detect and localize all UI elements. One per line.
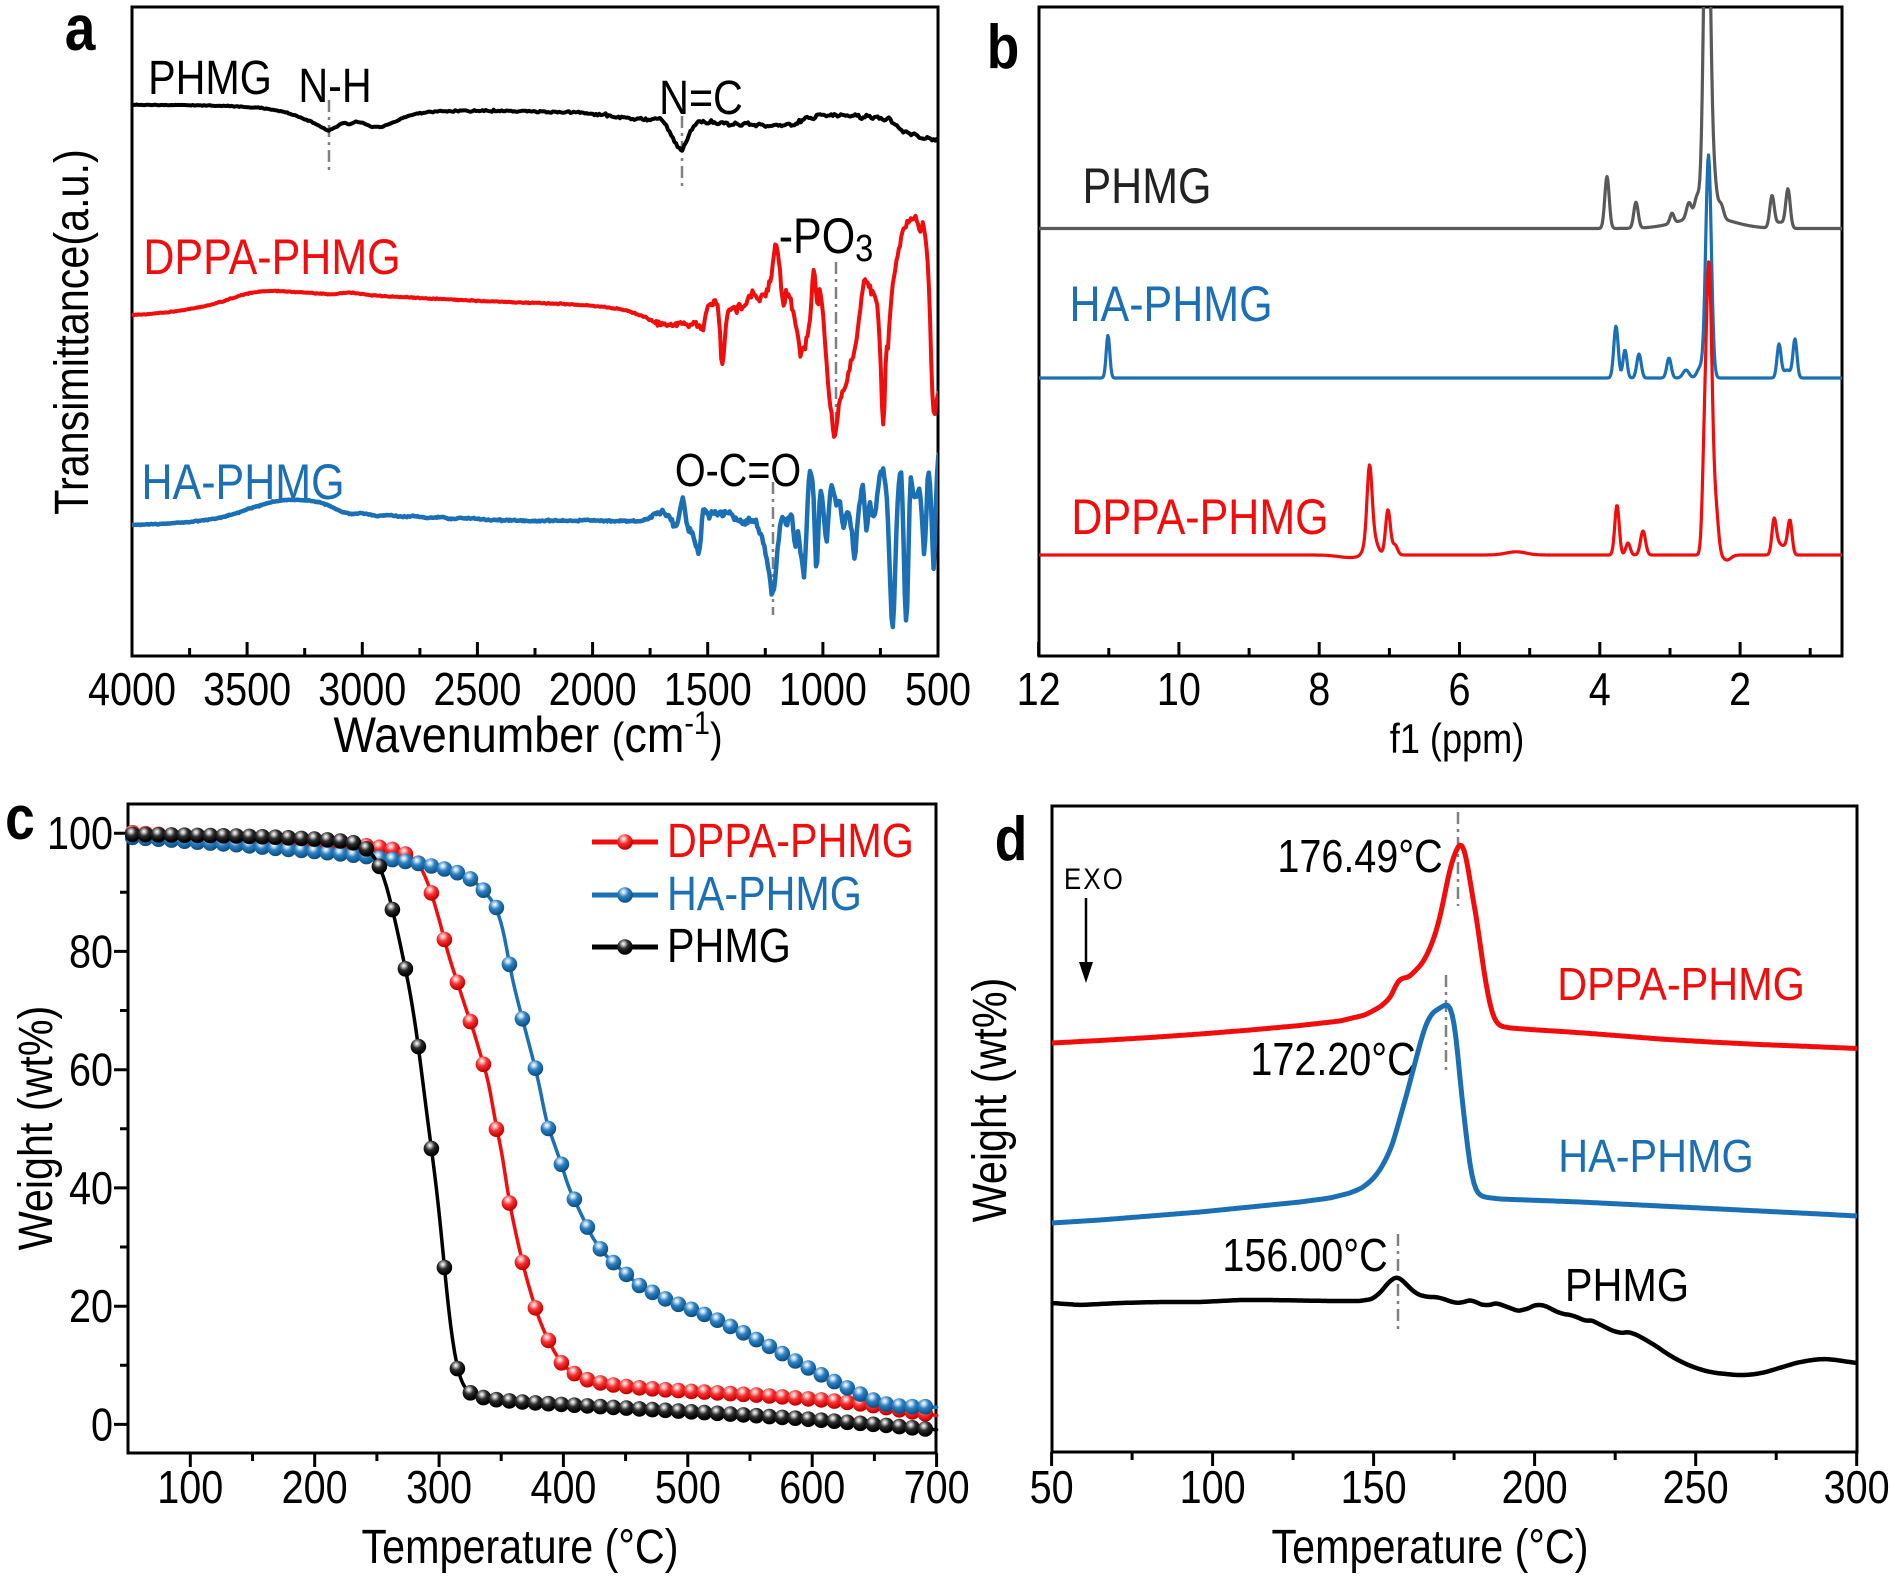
- svg-text:4: 4: [1589, 664, 1611, 715]
- svg-text:a: a: [65, 0, 96, 64]
- svg-text:O-C=O: O-C=O: [675, 445, 801, 496]
- svg-text:PHMG: PHMG: [1565, 1260, 1689, 1312]
- svg-text:Temperature (°C): Temperature (°C): [362, 1520, 679, 1574]
- svg-text:8: 8: [1308, 664, 1330, 715]
- svg-text:3000: 3000: [318, 664, 406, 715]
- svg-text:1500: 1500: [664, 664, 752, 715]
- svg-text:2000: 2000: [549, 664, 637, 715]
- svg-text:HA-PHMG: HA-PHMG: [1558, 1131, 1753, 1183]
- svg-text:300: 300: [1824, 1462, 1890, 1513]
- svg-text:Weight (wt%): Weight (wt%): [963, 978, 1017, 1223]
- svg-text:PHMG: PHMG: [1083, 158, 1212, 214]
- svg-text:400: 400: [530, 1462, 596, 1513]
- svg-text:DPPA-PHMG: DPPA-PHMG: [1557, 959, 1805, 1011]
- svg-text:N=C: N=C: [659, 71, 743, 125]
- svg-text:172.20°C: 172.20°C: [1250, 1034, 1415, 1085]
- svg-text:4000: 4000: [88, 664, 176, 715]
- svg-text:156.00°C: 156.00°C: [1222, 1230, 1387, 1281]
- svg-text:f1 (ppm): f1 (ppm): [1390, 717, 1524, 763]
- svg-text:100: 100: [1180, 1462, 1246, 1513]
- svg-text:6: 6: [1448, 664, 1470, 715]
- svg-text:150: 150: [1341, 1462, 1407, 1513]
- svg-text:DPPA-PHMG: DPPA-PHMG: [667, 814, 914, 868]
- svg-text:HA-PHMG: HA-PHMG: [667, 867, 862, 921]
- svg-text:20: 20: [69, 1281, 113, 1332]
- svg-text:300: 300: [406, 1462, 472, 1513]
- svg-text:250: 250: [1663, 1462, 1729, 1513]
- svg-text:12: 12: [1017, 664, 1061, 715]
- svg-text:DPPA-PHMG: DPPA-PHMG: [143, 229, 400, 285]
- svg-text:EXO: EXO: [1064, 862, 1125, 895]
- svg-text:Transimittance(a.u.): Transimittance(a.u.): [45, 149, 99, 514]
- svg-text:700: 700: [904, 1462, 970, 1513]
- svg-text:100: 100: [47, 808, 113, 859]
- svg-text:1000: 1000: [779, 664, 867, 715]
- svg-text:DPPA-PHMG: DPPA-PHMG: [1071, 489, 1328, 545]
- svg-text:3500: 3500: [203, 664, 291, 715]
- svg-text:60: 60: [69, 1045, 113, 1096]
- svg-text:2: 2: [1729, 664, 1751, 715]
- svg-text:176.49°C: 176.49°C: [1277, 831, 1442, 882]
- svg-text:200: 200: [282, 1462, 348, 1513]
- svg-text:40: 40: [69, 1163, 113, 1214]
- svg-text:Weight (wt%): Weight (wt%): [9, 1006, 63, 1251]
- svg-text:Temperature (°C): Temperature (°C): [1272, 1520, 1589, 1574]
- svg-text:80: 80: [69, 927, 113, 978]
- svg-text:d: d: [995, 805, 1028, 874]
- svg-text:600: 600: [779, 1462, 845, 1513]
- svg-text:Wavenumber (cm-1): Wavenumber (cm-1): [333, 706, 722, 764]
- svg-text:10: 10: [1157, 664, 1201, 715]
- svg-text:PHMG: PHMG: [667, 919, 791, 973]
- svg-text:c: c: [5, 784, 35, 853]
- svg-text:PHMG: PHMG: [148, 51, 272, 105]
- svg-text:0: 0: [91, 1400, 113, 1451]
- svg-text:2500: 2500: [433, 664, 521, 715]
- svg-text:200: 200: [1502, 1462, 1568, 1513]
- svg-text:N-H: N-H: [298, 59, 371, 113]
- svg-text:50: 50: [1030, 1462, 1074, 1513]
- svg-text:500: 500: [655, 1462, 721, 1513]
- svg-text:100: 100: [157, 1462, 223, 1513]
- svg-text:500: 500: [905, 664, 971, 715]
- svg-text:HA-PHMG: HA-PHMG: [1069, 276, 1272, 332]
- svg-text:b: b: [987, 13, 1020, 82]
